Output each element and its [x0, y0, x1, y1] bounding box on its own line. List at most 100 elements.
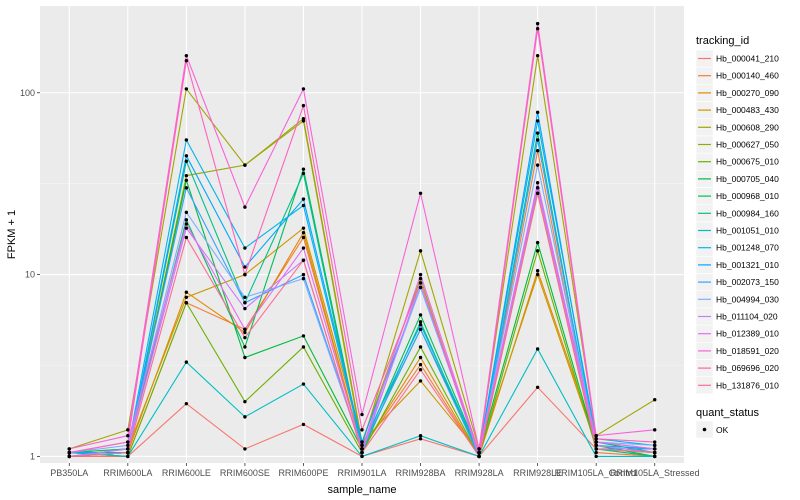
data-point	[418, 272, 423, 277]
data-point	[418, 323, 423, 327]
data-point	[243, 330, 247, 335]
legend-item: Hb_000675_010	[695, 152, 779, 171]
points-legend-dot	[702, 427, 707, 432]
data-point	[184, 186, 189, 190]
legend-title: tracking_id	[696, 35, 749, 47]
legend-item: Hb_000968_010	[695, 187, 779, 205]
data-point	[184, 159, 189, 163]
data-point	[126, 433, 130, 438]
data-point	[477, 450, 481, 455]
data-point	[418, 191, 423, 195]
data-point	[535, 186, 540, 190]
legend-label: Hb_012389_010	[716, 329, 779, 339]
x-axis: PB350LA RRIM600LA RRIM600LE RRIM600SE RRIM60…	[50, 463, 700, 478]
data-point	[653, 398, 657, 402]
data-point	[594, 433, 598, 438]
legend-item: Hb_002073_150	[695, 273, 779, 291]
data-point	[301, 334, 306, 338]
data-point	[301, 246, 306, 250]
legend-label: Hb_000483_430	[716, 105, 779, 115]
x-tick-label: RRIM105LA_Control	[555, 468, 638, 478]
data-point	[243, 345, 247, 349]
data-point	[184, 210, 189, 215]
data-point	[418, 313, 423, 317]
x-tick-label: RRIM600LE	[162, 468, 211, 478]
data-point	[301, 103, 306, 108]
data-point	[418, 281, 423, 285]
x-tick-label: RRIM600PE	[278, 468, 328, 478]
data-point	[535, 181, 540, 185]
data-point	[301, 226, 306, 230]
data-point	[535, 131, 540, 135]
y-axis: 1 10 100	[20, 88, 40, 461]
legend-label: Hb_001321_010	[716, 260, 779, 270]
data-point	[184, 53, 189, 58]
data-point	[184, 154, 189, 158]
legend-item: Hb_000041_210	[695, 49, 779, 68]
data-point	[360, 450, 364, 455]
data-point	[653, 443, 657, 448]
data-point	[243, 295, 247, 300]
data-point	[653, 440, 657, 444]
x-tick-label: PB350LA	[50, 468, 88, 478]
data-point	[301, 422, 306, 427]
points-legend-label: OK	[716, 425, 729, 435]
data-point	[126, 454, 130, 459]
data-point	[535, 272, 540, 277]
data-point	[243, 399, 247, 404]
data-point	[418, 249, 423, 253]
x-tick-label: RRIM901LA	[337, 468, 386, 478]
data-point	[535, 119, 540, 123]
legend-item: Hb_000483_430	[695, 101, 779, 119]
x-tick-label: RRIM105LA_Stressed	[610, 468, 700, 478]
data-point	[360, 412, 364, 417]
data-point	[126, 428, 130, 432]
data-point	[243, 265, 247, 269]
legend-item: Hb_069696_020	[695, 359, 779, 377]
data-point	[301, 276, 306, 281]
data-point	[243, 272, 247, 277]
data-point	[535, 27, 540, 31]
data-point	[535, 163, 540, 167]
legend-item: Hb_001321_010	[695, 256, 779, 274]
data-point	[301, 382, 306, 386]
legend-item: Hb_001248_070	[695, 238, 779, 257]
data-point	[653, 450, 657, 455]
data-point	[243, 447, 247, 451]
data-point	[594, 450, 598, 455]
data-point	[126, 440, 130, 444]
legend-item: Hb_012389_010	[695, 324, 779, 343]
data-point	[301, 197, 306, 201]
data-point	[184, 226, 189, 230]
data-point	[360, 447, 364, 451]
x-tick-label: RRIM928BA	[396, 468, 446, 478]
legend: tracking_id Hb_000041_210Hb_000140_460Hb…	[695, 35, 779, 439]
data-point	[418, 362, 423, 367]
data-point	[243, 306, 247, 311]
data-point	[594, 443, 598, 448]
y-tick-label: 1	[30, 451, 35, 461]
data-point	[535, 385, 540, 389]
data-point	[301, 203, 306, 208]
data-point	[360, 443, 364, 448]
legend-label: Hb_018591_020	[716, 346, 779, 356]
data-point	[535, 240, 540, 245]
data-point	[418, 433, 423, 438]
data-point	[301, 116, 306, 121]
data-point	[418, 367, 423, 372]
data-point	[184, 218, 189, 222]
legend-item: Hb_001051_010	[695, 221, 779, 240]
x-tick-label: RRIM600SE	[220, 468, 270, 478]
data-point	[418, 285, 423, 290]
data-point	[653, 428, 657, 432]
data-point	[418, 327, 423, 332]
data-point	[301, 272, 306, 277]
data-point	[301, 167, 306, 171]
data-point	[126, 447, 130, 451]
y-tick-label: 100	[20, 88, 35, 98]
data-point	[535, 149, 540, 153]
data-point	[301, 258, 306, 262]
legend-label: Hb_000041_210	[716, 54, 779, 64]
data-point	[535, 110, 540, 115]
data-point	[184, 138, 189, 142]
